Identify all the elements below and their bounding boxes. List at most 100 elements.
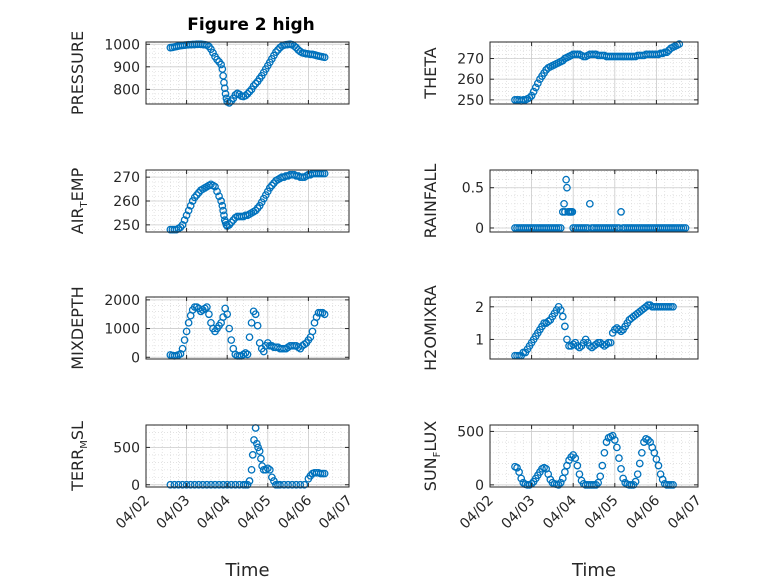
data-point [213,187,221,196]
data-point [617,327,625,336]
data-point [186,201,195,210]
y-tick-label: 2000 [104,293,140,309]
data-point [615,325,623,334]
data-point [203,480,211,489]
data-point [219,480,227,489]
y-tick-label: 250 [457,93,484,109]
axes-box [145,424,350,488]
data-point [225,99,234,107]
data-point [243,350,252,359]
data-point [194,480,203,489]
y-tick-label: 500 [113,440,140,456]
y-axis-label: RAINFALL [421,164,440,239]
axes-box [145,41,350,105]
data-point [675,40,684,48]
data-point [201,304,209,313]
data-point [251,79,260,88]
data-point [562,175,570,184]
y-axis-label: SUNFLUX [421,421,443,491]
y-tick-label: 270 [113,170,140,186]
data-point [243,90,252,98]
data-point [166,480,175,489]
axes-box [489,169,699,233]
data-point [218,201,227,210]
data-point [203,303,211,311]
y-tick-label: 2 [475,300,484,316]
y-tick-label: 260 [113,194,140,210]
data-point [563,335,571,344]
data-point [554,481,563,489]
y-tick-label: 260 [457,72,484,88]
data-point [225,324,234,333]
data-point [248,451,257,459]
data-point [294,343,303,352]
y-tick-label: 800 [113,82,140,98]
subplot-1: 800 900 1000 PRESSURE [68,31,350,115]
data-point [198,480,207,489]
data-point [637,448,646,457]
subplot-3: 250 260 270 AIRTEMP [68,167,350,234]
data-point [558,312,567,321]
data-point [292,43,301,52]
data-point [575,343,584,352]
y-tick-label: 900 [113,60,140,76]
plot-area [490,170,698,232]
axes-box [489,41,699,105]
data-point [318,308,327,317]
data-point [556,224,565,232]
data-point [292,480,301,489]
y-tick-label: 0 [131,478,140,494]
data-point [571,454,580,462]
data-point [290,42,299,50]
figure-title: Figure 2 high [187,15,315,35]
data-point [257,454,265,463]
data-point [245,333,254,342]
data-point [569,340,578,349]
y-tick-label: 270 [457,52,484,68]
data-point [276,480,284,489]
data-point [631,477,640,486]
data-point [223,480,232,489]
y-axis-label: AIRTEMP [68,167,90,234]
data-point [255,447,264,455]
data-point [272,48,280,56]
data-point [300,480,309,489]
data-point [617,464,625,473]
data-point [658,475,667,484]
data-point [215,192,223,201]
y-axis-label: THETA [421,47,440,99]
data-point [217,197,225,205]
data-point [573,461,582,470]
data-point [227,480,236,489]
axes-box [489,424,699,488]
data-point [320,469,329,478]
subplot-4: 0 0.5 RAINFALL [421,164,699,239]
data-point [610,436,619,444]
axes-box [489,296,699,360]
data-point [300,340,309,349]
data-point [182,211,191,220]
data-point [239,350,248,359]
data-point [245,477,254,485]
data-point [598,461,607,470]
data-point [556,306,565,314]
y-axis-label: MIXDEPTH [68,286,87,369]
data-point [192,303,201,311]
data-point [209,48,217,57]
plot-area [490,425,698,487]
data-point [608,431,617,440]
data-point [284,480,292,489]
subplot-2: 250 260 270 THETA [421,40,699,109]
data-point [220,78,228,87]
data-point [247,318,256,327]
data-point [529,87,538,96]
data-point [221,90,230,98]
data-point [619,474,627,483]
data-point [219,206,227,215]
y-tick-label: 250 [113,218,140,234]
y-axis-label: H2OMIXRA [421,285,440,371]
data-point [296,480,305,489]
data-point [654,461,663,470]
